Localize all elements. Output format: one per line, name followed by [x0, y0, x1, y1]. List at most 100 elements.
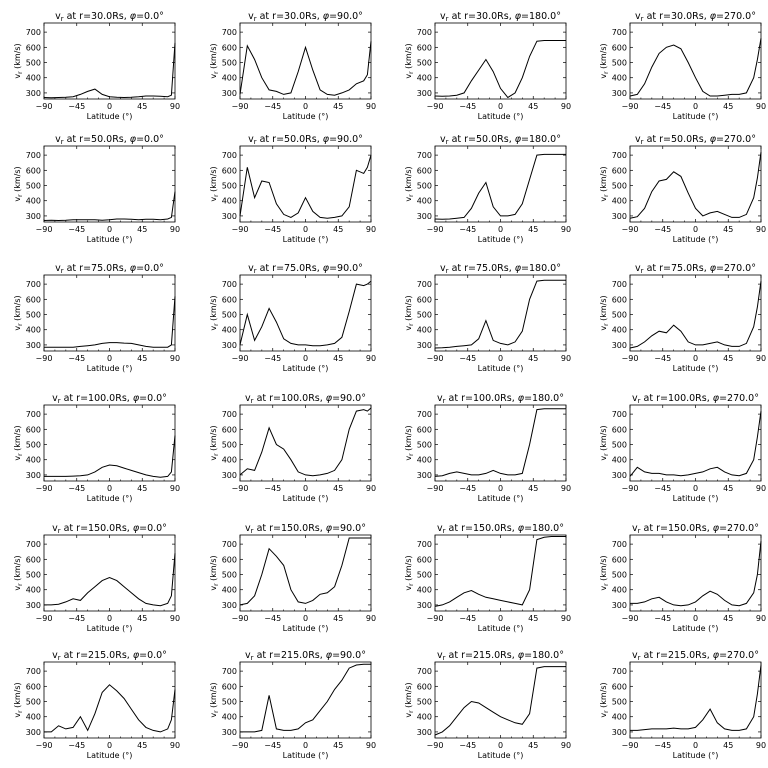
- panel-title: vr at r=75.0Rs, φ=90.0°: [248, 263, 363, 275]
- plot-frame: [239, 274, 372, 352]
- x-tick-label: −90: [427, 741, 444, 750]
- x-tick-label: 0: [693, 225, 698, 234]
- y-tick-label: 400: [26, 456, 41, 465]
- chart-panel: vr at r=150.0Rs, φ=0.0° −90 −45 0 45 90 300 400…: [13, 523, 180, 633]
- chart-panel: vr at r=30.0Rs, φ=180.0° −90 −45 0 45 90 300 40…: [404, 11, 571, 121]
- panel-title: vr at r=100.0Rs, φ=90.0°: [245, 393, 366, 405]
- y-tick-label: 400: [612, 326, 627, 335]
- plot-frame: [43, 145, 176, 223]
- y-axis-label: vr (km/s): [13, 555, 24, 590]
- x-tick-label: −45: [459, 225, 476, 234]
- panel-title: vr at r=30.0Rs, φ=270.0°: [635, 11, 756, 23]
- x-tick-label: −45: [264, 225, 281, 234]
- y-tick-label: 600: [612, 425, 627, 434]
- series-line: [629, 152, 762, 219]
- y-axis-label: vr (km/s): [599, 295, 610, 330]
- x-tick-label: 90: [170, 354, 180, 363]
- y-tick-label: 300: [612, 728, 627, 737]
- y-tick-label: 300: [26, 212, 41, 221]
- y-tick-label: 700: [612, 280, 627, 289]
- y-tick-label: 600: [26, 295, 41, 304]
- y-tick-label: 400: [417, 586, 432, 595]
- y-axis-label: vr (km/s): [13, 425, 24, 460]
- panel-title: vr at r=215.0Rs, φ=0.0°: [52, 650, 167, 662]
- y-tick-label: 600: [417, 425, 432, 434]
- y-tick-label: 600: [222, 682, 237, 691]
- chart-panel: vr at r=150.0Rs, φ=180.0° −90 −45 0 45 90 300 4…: [404, 523, 571, 633]
- x-tick-label: −90: [232, 484, 249, 493]
- x-tick-label: 45: [723, 741, 733, 750]
- series-line: [239, 537, 371, 606]
- chart-panel: vr at r=75.0Rs, φ=90.0° −90 −45 0 45 90 300 400…: [209, 263, 376, 373]
- y-tick-label: 600: [222, 166, 237, 175]
- x-tick-label: −90: [36, 354, 53, 363]
- x-tick-label: −45: [459, 484, 476, 493]
- y-tick-label: 700: [612, 410, 627, 419]
- y-tick-label: 400: [417, 74, 432, 83]
- y-tick-label: 600: [612, 43, 627, 52]
- x-tick-label: 90: [756, 614, 766, 623]
- x-tick-label: −90: [232, 354, 249, 363]
- x-tick-label: 0: [107, 225, 112, 234]
- plot-frame: [43, 22, 176, 100]
- y-tick-label: 400: [26, 197, 41, 206]
- y-tick-label: 600: [26, 166, 41, 175]
- y-tick-label: 700: [612, 28, 627, 37]
- y-tick-label: 300: [222, 471, 237, 480]
- y-axis-label: vr (km/s): [13, 43, 24, 78]
- x-tick-label: 0: [498, 614, 503, 623]
- y-tick-label: 300: [26, 728, 41, 737]
- x-tick-label: 90: [756, 354, 766, 363]
- y-tick-label: 700: [417, 151, 432, 160]
- y-tick-label: 600: [417, 295, 432, 304]
- y-tick-label: 700: [417, 540, 432, 549]
- plot-frame: [434, 534, 567, 612]
- y-tick-label: 600: [222, 43, 237, 52]
- x-axis-label: Latitude (°): [673, 751, 719, 760]
- x-tick-label: −90: [36, 741, 53, 750]
- y-tick-label: 300: [26, 471, 41, 480]
- x-tick-label: 45: [137, 225, 147, 234]
- x-axis-label: Latitude (°): [87, 112, 133, 121]
- y-tick-label: 300: [417, 471, 432, 480]
- x-tick-label: −45: [264, 484, 281, 493]
- y-tick-label: 300: [26, 341, 41, 350]
- x-tick-label: −90: [427, 354, 444, 363]
- plot-frame: [629, 22, 762, 100]
- x-axis-label: Latitude (°): [283, 624, 329, 633]
- y-tick-label: 600: [417, 682, 432, 691]
- x-tick-label: 90: [170, 614, 180, 623]
- y-tick-label: 400: [222, 197, 237, 206]
- plot-frame: [43, 534, 176, 612]
- x-tick-label: 45: [137, 354, 147, 363]
- y-axis-label: vr (km/s): [599, 682, 610, 717]
- y-axis-label: vr (km/s): [599, 425, 610, 460]
- y-tick-label: 700: [417, 280, 432, 289]
- series-line: [44, 296, 176, 348]
- panel-title: vr at r=150.0Rs, φ=0.0°: [52, 523, 167, 535]
- x-tick-label: 0: [107, 484, 112, 493]
- series-line: [630, 541, 762, 607]
- y-tick-label: 400: [222, 713, 237, 722]
- y-tick-label: 500: [612, 182, 627, 191]
- y-tick-label: 300: [612, 212, 627, 221]
- y-tick-label: 700: [26, 667, 41, 676]
- y-tick-label: 300: [417, 601, 432, 610]
- x-axis-label: Latitude (°): [87, 364, 133, 373]
- panel-title: vr at r=100.0Rs, φ=180.0°: [437, 393, 564, 405]
- y-tick-label: 500: [26, 59, 41, 68]
- x-tick-label: 45: [528, 484, 538, 493]
- y-tick-label: 500: [612, 311, 627, 320]
- x-tick-label: 45: [137, 102, 147, 111]
- x-tick-label: −90: [232, 102, 249, 111]
- y-tick-label: 500: [222, 311, 237, 320]
- y-tick-label: 400: [26, 74, 41, 83]
- x-tick-label: −45: [654, 102, 671, 111]
- series-line: [239, 41, 372, 96]
- chart-panel: vr at r=30.0Rs, φ=90.0° −90 −45 0 45 90 300 400…: [209, 11, 376, 121]
- y-tick-label: 600: [417, 43, 432, 52]
- plot-frame: [629, 404, 762, 482]
- x-tick-label: 0: [303, 614, 308, 623]
- y-tick-label: 700: [222, 28, 237, 37]
